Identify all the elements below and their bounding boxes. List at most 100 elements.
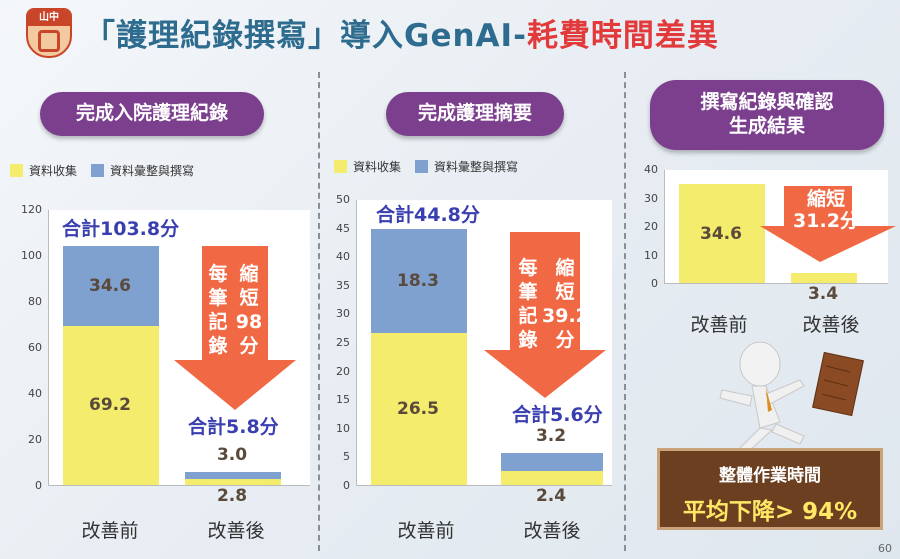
panel3-cat-after: 改善後: [802, 314, 860, 336]
y-tick-label: 45: [336, 221, 350, 235]
panel3-arrow-text: 縮短 31.2分: [786, 188, 866, 232]
arrow-char: 記: [518, 305, 538, 327]
legend-swatch-collect: [334, 160, 347, 173]
bar-value-label: 3.2: [535, 425, 567, 446]
panel1-header: 完成入院護理紀錄: [40, 92, 264, 136]
panel2-total-after: 合計5.6分: [512, 404, 603, 426]
legend-compile-label: 資料彙整與撰寫: [110, 164, 195, 178]
y-tick-label: 40: [336, 250, 350, 264]
bar-value-label: 69.2: [89, 395, 131, 416]
y-tick-label: 40: [28, 387, 42, 400]
arrow-text-line: 31.2分: [793, 210, 859, 232]
logo-emblem-icon: [38, 30, 60, 52]
arrow-char: 分: [555, 329, 575, 351]
panel1-total-after: 合計5.8分: [188, 416, 279, 438]
arrow-char: 98: [235, 311, 263, 333]
y-tick-label: 10: [336, 421, 350, 435]
panel2-arrow-col2: 縮 短 39.2 分: [542, 256, 589, 352]
panel2-arrow-col1: 每 筆 記 錄: [516, 256, 540, 352]
running-figure-icon: [719, 341, 864, 453]
y-tick-label: 30: [644, 191, 658, 205]
legend-collect-label: 資料收集: [353, 160, 402, 174]
arrow-char: 錄: [518, 329, 538, 351]
arrow-char: 短: [555, 281, 575, 303]
bar-value-label: 3.0: [216, 444, 248, 465]
panel1-arrow-col2: 縮 短 98 分: [232, 262, 266, 358]
panel2-header: 完成護理摘要: [386, 92, 564, 136]
legend-compile: 資料彙整與撰寫: [415, 158, 518, 175]
bar-value-label: 3.4: [807, 284, 839, 304]
arrow-char: 每: [518, 257, 538, 279]
y-tick-label: 35: [336, 278, 350, 292]
bar-collect-before: [63, 325, 159, 485]
legend-collect-label: 資料收集: [29, 164, 78, 178]
panel1-reduction-arrow: [174, 246, 296, 410]
bar-value-label: 34.6: [700, 223, 742, 244]
bar-value-label: 34.6: [89, 276, 131, 297]
y-tick-label: 80: [28, 295, 42, 308]
logo-text: 山中: [28, 10, 70, 26]
arrow-char: 縮: [239, 263, 259, 285]
arrow-char: 記: [208, 311, 228, 333]
bar-collect-after: [185, 478, 281, 485]
bar-value-label: 18.3: [397, 271, 439, 292]
y-tick-label: 15: [336, 393, 350, 407]
panel3-header: 撰寫紀錄與確認 生成結果: [650, 80, 884, 150]
arrow-char: 39.2: [542, 305, 589, 327]
bar-collect-after: [791, 273, 857, 283]
legend-collect: 資料收集: [334, 158, 401, 175]
panel-divider: [318, 72, 320, 551]
school-logo: 山中: [26, 8, 72, 58]
arrow-char: 筆: [518, 281, 538, 303]
y-tick-label: 20: [336, 364, 350, 378]
bar-compile-before: [63, 246, 159, 326]
legend-swatch-compile: [91, 164, 105, 177]
arrow-text-line: 縮短: [806, 188, 845, 210]
y-tick-label: 60: [28, 341, 42, 354]
y-tick-label: 40: [644, 163, 658, 176]
bar-value-label: 2.8: [216, 486, 248, 506]
panel3-cat-before: 改善前: [690, 314, 748, 336]
panel3-header-line2: 生成結果: [728, 115, 805, 137]
y-tick-label: 100: [21, 249, 42, 262]
y-tick-label: 0: [651, 277, 658, 290]
legend-compile-label: 資料彙整與撰寫: [434, 160, 519, 174]
title-accent: 耗費時間差異: [526, 17, 719, 54]
y-tick-label: 20: [644, 220, 658, 233]
legend-swatch-compile: [415, 160, 429, 173]
result-line1: 整體作業時間: [719, 466, 821, 486]
y-tick-label: 120: [21, 203, 42, 216]
legend-collect: 資料收集: [10, 162, 77, 179]
bar-compile-after: [185, 471, 281, 479]
arrow-char: 錄: [208, 335, 228, 357]
panel3-header-line1: 撰寫紀錄與確認: [700, 91, 834, 114]
result-sign: 整體作業時間 平均下降> 94%: [657, 448, 883, 530]
panel1-legend: 資料收集 資料彙整與撰寫: [10, 162, 208, 179]
panel2-total-before: 合計44.8分: [376, 204, 480, 226]
y-tick-label: 5: [343, 450, 350, 464]
bar-value-label: 26.5: [397, 399, 439, 420]
y-tick-label: 0: [343, 479, 350, 492]
bar-collect-after: [501, 471, 603, 485]
title-main: 「護理紀錄撰寫」導入GenAI-: [84, 17, 527, 54]
arrow-char: 筆: [208, 287, 228, 309]
y-tick-label: 20: [28, 433, 42, 446]
panel2-reduction-arrow: [484, 232, 606, 398]
panel1-cat-after: 改善後: [207, 520, 265, 542]
arrow-char: 短: [239, 287, 259, 309]
bar-collect-before: [371, 333, 467, 485]
result-line2: 平均下降> 94%: [682, 499, 858, 525]
bar-collect-before: [679, 184, 765, 283]
y-tick-label: 50: [336, 193, 350, 206]
panel2-legend: 資料收集 資料彙整與撰寫: [334, 158, 532, 175]
panel1-arrow-col1: 每 筆 記 錄: [206, 262, 230, 358]
panel3-reduction-arrow: [760, 186, 896, 262]
y-tick-label: 10: [644, 248, 658, 262]
panel2-cat-after: 改善後: [523, 520, 581, 542]
legend-swatch-collect: [10, 164, 23, 177]
arrow-char: 縮: [555, 257, 575, 279]
legend-compile: 資料彙整與撰寫: [91, 162, 194, 179]
panel2-cat-before: 改善前: [397, 520, 455, 542]
y-tick-label: 0: [35, 479, 42, 492]
arrow-char: 分: [239, 335, 259, 357]
